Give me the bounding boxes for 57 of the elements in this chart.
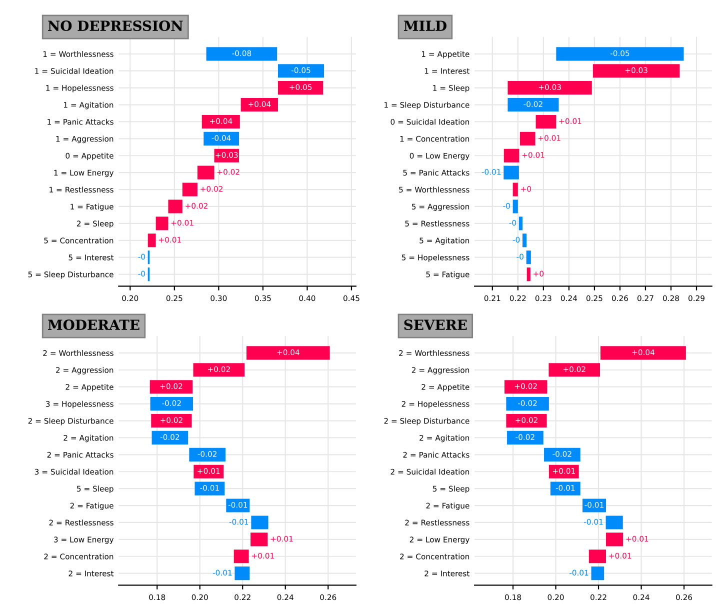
bar [240,98,278,112]
bar [278,64,324,78]
bar [548,464,579,478]
bar [512,200,518,214]
bar [194,482,225,496]
bar [526,268,530,282]
bar [150,397,194,411]
bar [204,132,240,146]
bar [251,516,268,530]
bar [606,532,624,546]
bar [226,498,250,512]
bar [556,47,684,61]
bar [168,200,182,214]
bar [504,380,548,394]
bar [246,346,330,360]
bar [520,132,536,146]
bar [234,566,250,580]
bar [148,234,156,248]
bar [548,363,600,377]
bar [606,516,623,530]
bar [600,346,686,360]
chart-title: SEVERE [404,320,467,330]
bar [508,81,592,95]
bar [506,414,547,428]
bar [206,47,278,61]
bar [150,380,193,394]
bar [536,114,556,129]
bar [504,148,520,162]
bar [152,430,188,444]
bar [518,216,523,230]
chart-title: NO DEPRESSION [48,20,183,32]
bar [508,98,559,112]
bar [182,182,198,196]
bar [544,448,580,462]
bar [550,482,580,496]
bar [202,114,240,129]
bar [156,216,168,230]
bar [512,182,518,196]
bar [197,166,214,180]
chart-title: MILD [404,20,446,31]
bar [504,166,519,180]
bar [194,464,224,478]
bar [526,250,531,264]
bar [193,363,245,377]
bar [250,532,268,546]
bar [189,448,226,462]
chart-title: MODERATE [48,320,140,330]
bar [151,414,192,428]
bar [591,566,604,580]
bar [582,498,606,512]
bar [278,81,324,95]
bar [507,430,544,444]
bar [588,550,606,564]
bar [522,234,527,248]
bar [506,397,549,411]
bar [234,550,249,564]
bar [592,64,680,78]
